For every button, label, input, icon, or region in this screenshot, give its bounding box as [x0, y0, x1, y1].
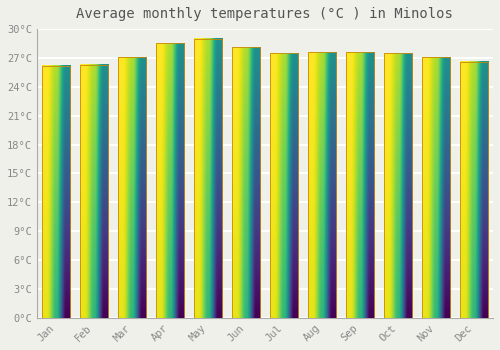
Bar — [80, 65, 108, 318]
Bar — [346, 52, 374, 318]
Bar — [422, 57, 450, 318]
Bar — [270, 53, 298, 318]
Bar — [460, 62, 488, 318]
Bar — [156, 43, 184, 318]
Bar — [308, 52, 336, 318]
Bar — [118, 57, 146, 318]
Bar — [232, 47, 260, 318]
Bar — [42, 66, 70, 318]
Title: Average monthly temperatures (°C ) in Minolos: Average monthly temperatures (°C ) in Mi… — [76, 7, 454, 21]
Bar — [384, 53, 412, 318]
Bar — [194, 39, 222, 318]
